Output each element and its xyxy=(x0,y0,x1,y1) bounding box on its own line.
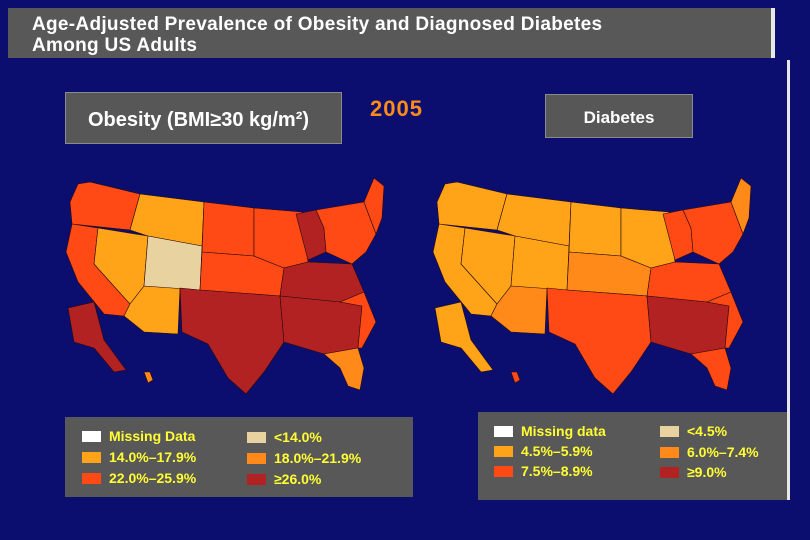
legend-label: ≥26.0% xyxy=(274,471,322,487)
region-pacific-nw xyxy=(69,181,141,231)
legend-label: 7.5%–8.9% xyxy=(521,463,593,479)
legend-item: 14.0%–17.9% xyxy=(82,449,196,465)
diabetes-legend: Missing data <4.5% 4.5%–5.9% 6.0%–7.4% 7… xyxy=(478,412,788,500)
legend-item: 7.5%–8.9% xyxy=(494,463,593,479)
legend-item: <4.5% xyxy=(660,423,727,439)
legend-item: ≥9.0% xyxy=(660,464,727,480)
legend-label: <4.5% xyxy=(687,423,728,439)
region-pacific-nw xyxy=(436,181,508,231)
region-dakotas xyxy=(568,201,622,257)
diabetes-map xyxy=(432,177,752,395)
legend-label: Missing Data xyxy=(109,428,196,444)
legend-label: 22.0%–25.9% xyxy=(109,470,197,486)
obesity-label-box: Obesity (BMI≥30 kg/m²) xyxy=(65,92,342,144)
region-colorado xyxy=(143,235,203,291)
legend-swatch xyxy=(494,465,513,477)
legend-swatch xyxy=(82,451,101,463)
legend-swatch xyxy=(247,473,266,485)
region-central xyxy=(279,261,365,303)
region-northeast xyxy=(682,201,744,265)
obesity-map xyxy=(65,177,385,395)
legend-swatch xyxy=(660,446,679,458)
legend-label: 14.0%–17.9% xyxy=(109,449,197,465)
title-line1: Age-Adjusted Prevalence of Obesity and D… xyxy=(32,14,603,35)
legend-swatch xyxy=(660,425,679,437)
region-texas xyxy=(179,287,285,395)
legend-label: 6.0%–7.4% xyxy=(687,444,759,460)
legend-item: ≥26.0% xyxy=(247,471,321,487)
region-northeast xyxy=(315,201,377,265)
legend-swatch xyxy=(82,472,101,484)
legend-label: ≥9.0% xyxy=(687,464,727,480)
region-deep-south xyxy=(646,295,730,355)
legend-label: 18.0%–21.9% xyxy=(274,450,362,466)
legend-item: Missing data xyxy=(494,423,606,439)
legend-swatch xyxy=(660,466,679,478)
region-alaska xyxy=(434,301,494,373)
region-texas xyxy=(546,287,652,395)
title-bar: Age-Adjusted Prevalence of Obesity and D… xyxy=(8,8,775,58)
diabetes-label-box: Diabetes xyxy=(545,94,693,138)
region-florida xyxy=(323,347,365,391)
obesity-label: Obesity (BMI≥30 kg/m²) xyxy=(88,109,310,131)
region-hawaii xyxy=(143,371,154,384)
region-central xyxy=(646,261,732,303)
legend-swatch xyxy=(247,431,266,443)
region-dakotas xyxy=(201,201,255,257)
slide-edge-line xyxy=(787,60,790,500)
legend-swatch xyxy=(82,430,101,442)
legend-item: 18.0%–21.9% xyxy=(247,450,361,466)
region-new-england xyxy=(730,177,752,235)
legend-item: 22.0%–25.9% xyxy=(82,470,196,486)
region-colorado xyxy=(510,235,570,291)
legend-swatch xyxy=(247,452,266,464)
region-southeast-coast xyxy=(339,291,377,349)
region-new-england xyxy=(363,177,385,235)
title-line2: Among US Adults xyxy=(32,35,198,56)
region-alaska xyxy=(67,301,127,373)
legend-swatch xyxy=(494,425,513,437)
diabetes-label: Diabetes xyxy=(583,108,655,127)
region-deep-south xyxy=(279,295,363,355)
legend-item: <14.0% xyxy=(247,429,322,445)
legend-item: 4.5%–5.9% xyxy=(494,443,593,459)
obesity-legend: Missing Data <14.0% 14.0%–17.9% 18.0%–21… xyxy=(65,417,413,497)
year-label: 2005 xyxy=(370,96,423,121)
region-hawaii xyxy=(510,371,521,384)
legend-label: 4.5%–5.9% xyxy=(521,443,593,459)
region-florida xyxy=(690,347,732,391)
legend-swatch xyxy=(494,445,513,457)
legend-label: <14.0% xyxy=(274,429,322,445)
region-southeast-coast xyxy=(706,291,744,349)
legend-label: Missing data xyxy=(521,423,606,439)
legend-item: 6.0%–7.4% xyxy=(660,444,759,460)
legend-item: Missing Data xyxy=(82,428,195,444)
